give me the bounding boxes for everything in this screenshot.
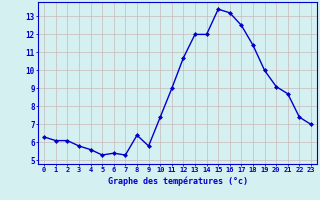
X-axis label: Graphe des températures (°c): Graphe des températures (°c) xyxy=(108,176,248,186)
